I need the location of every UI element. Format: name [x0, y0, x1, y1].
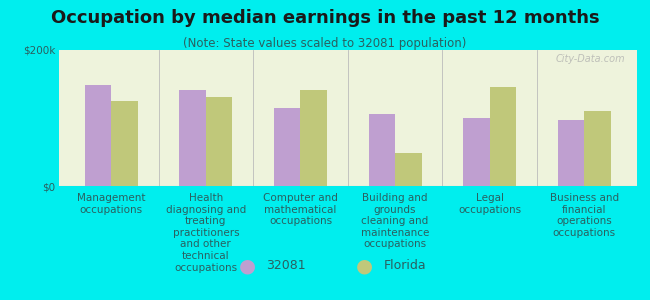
Bar [300, 90, 327, 186]
Text: 32081: 32081 [266, 259, 306, 272]
Bar [489, 87, 516, 186]
Bar [584, 111, 611, 186]
Bar [369, 114, 395, 186]
Text: Florida: Florida [384, 259, 426, 272]
Bar [274, 107, 300, 186]
Bar [111, 101, 138, 186]
Text: (Note: State values scaled to 32081 population): (Note: State values scaled to 32081 popu… [183, 38, 467, 50]
Text: ●: ● [239, 256, 255, 275]
Bar [395, 153, 422, 186]
Text: Occupation by median earnings in the past 12 months: Occupation by median earnings in the pas… [51, 9, 599, 27]
Bar [558, 120, 584, 186]
Bar [463, 118, 489, 186]
Text: ●: ● [356, 256, 372, 275]
Bar [84, 85, 111, 186]
Bar [206, 97, 232, 186]
Text: City-Data.com: City-Data.com [556, 54, 625, 64]
Bar [179, 90, 206, 186]
